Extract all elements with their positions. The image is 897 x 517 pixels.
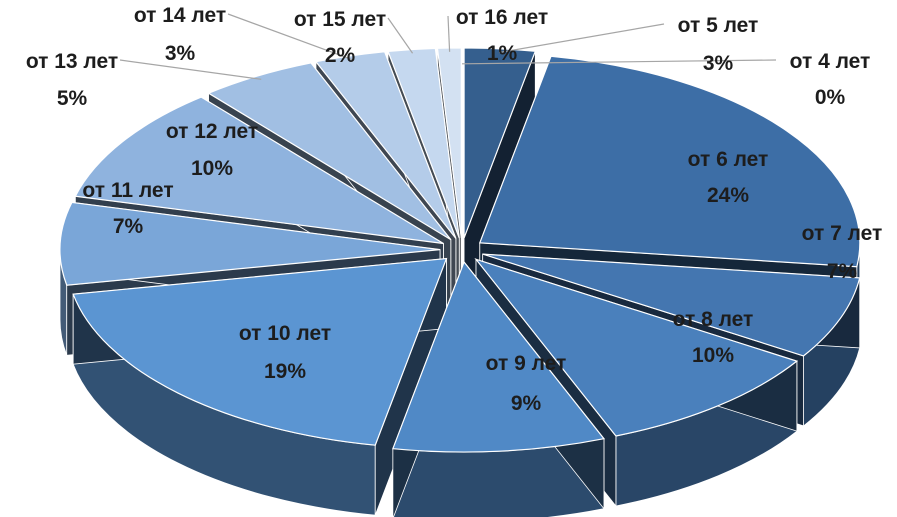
category-label: от 12 лет <box>166 120 258 143</box>
pie-slice-top <box>59 201 441 286</box>
category-label: от 5 лет <box>678 14 759 37</box>
value-label: 10% <box>692 344 734 367</box>
category-label: от 10 лет <box>239 322 331 345</box>
pie-slice-top <box>387 47 460 239</box>
category-label: от 13 лет <box>26 50 118 73</box>
category-label: от 9 лет <box>486 352 567 375</box>
value-label: 24% <box>707 184 749 207</box>
value-label: 19% <box>264 360 306 383</box>
category-label: от 15 лет <box>294 8 386 31</box>
pie-slice-top <box>392 260 606 453</box>
value-label: 5% <box>57 87 88 110</box>
category-label: от 4 лет <box>790 50 871 73</box>
category-label: от 16 лет <box>456 6 548 29</box>
pie-slice-top <box>474 258 799 437</box>
value-label: 10% <box>191 157 233 180</box>
leader-line <box>461 59 777 65</box>
category-label: от 6 лет <box>688 148 769 171</box>
leader-line <box>387 17 414 54</box>
pie-slice-5 <box>392 260 606 517</box>
pie-slice-top <box>478 55 861 268</box>
category-label: от 8 лет <box>673 308 754 331</box>
pie-slice-6 <box>72 257 448 516</box>
pie-slice-top <box>314 51 457 239</box>
category-label: от 14 лет <box>134 4 226 27</box>
leader-line <box>227 13 353 61</box>
value-label: 3% <box>703 52 734 75</box>
category-label: от 7 лет <box>802 222 883 245</box>
value-label: 1% <box>487 42 518 65</box>
leader-line <box>119 59 262 80</box>
pie-slice-top <box>74 96 444 245</box>
pie-slice-top <box>72 257 448 446</box>
pie-slice-top <box>463 47 537 239</box>
pie-slice-top <box>482 253 861 357</box>
leader-line <box>499 23 665 54</box>
value-label: 9% <box>511 392 542 415</box>
value-label: 2% <box>325 44 356 67</box>
value-label: 7% <box>113 215 144 238</box>
value-label: 0% <box>815 86 846 109</box>
value-label: 7% <box>827 260 858 283</box>
leader-line <box>447 15 451 52</box>
pie-slice-top <box>207 62 452 241</box>
value-label: 3% <box>165 42 196 65</box>
category-label: от 11 лет <box>82 179 173 202</box>
